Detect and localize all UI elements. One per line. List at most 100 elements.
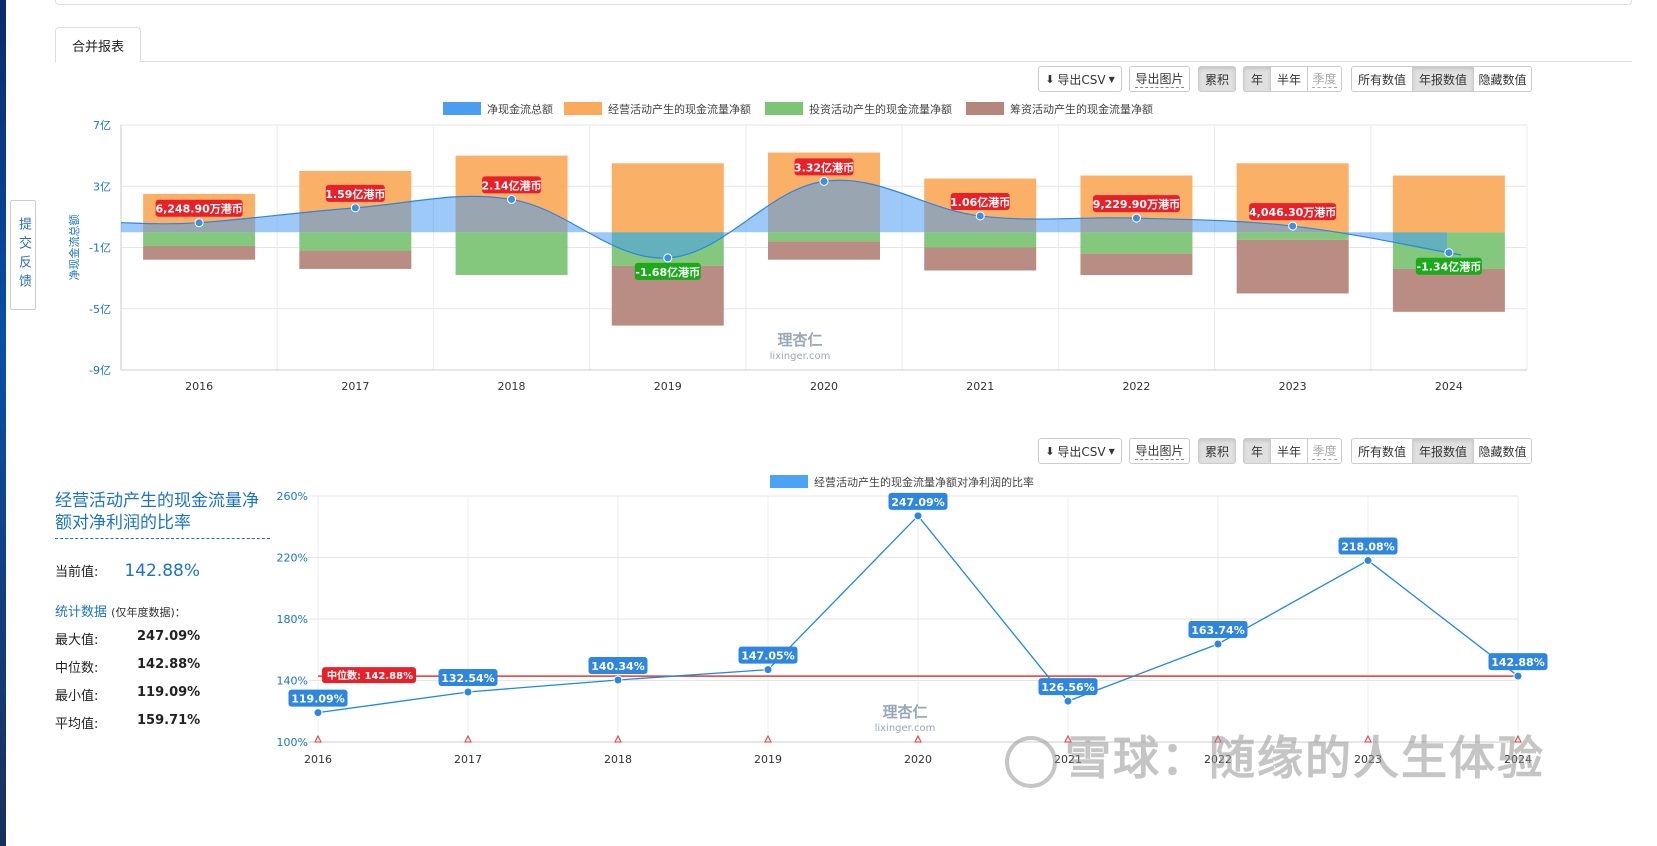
period-half-year-label: 半年 <box>1276 444 1301 459</box>
period-quarter[interactable]: 季度 <box>1307 438 1342 464</box>
ratio-data-label: 163.74% <box>1191 624 1244 637</box>
bar-investing <box>299 232 412 251</box>
export-csv-button-2[interactable]: ⬇ 导出CSV ▼ <box>1038 438 1122 464</box>
x-tick-label: 2023 <box>1279 380 1307 393</box>
period-group: 年 半年 季度 <box>1243 66 1342 92</box>
ratio-data-label-bg <box>1338 537 1398 555</box>
period-half-year[interactable]: 半年 <box>1270 438 1308 464</box>
ratio-data-label: 140.34% <box>591 660 644 673</box>
value-display-group-2: 所有数值 年报数值 隐藏数值 <box>1351 438 1532 464</box>
export-image-button[interactable]: 导出图片 <box>1129 66 1190 92</box>
bar-financing <box>143 245 256 260</box>
export-csv-button[interactable]: ⬇ 导出CSV ▼ <box>1038 66 1122 92</box>
stat-value: 119.09% <box>137 685 201 700</box>
event-marker <box>464 734 472 743</box>
cumulative-toggle[interactable]: 累积 <box>1198 66 1236 92</box>
annual-values-label: 年报数值 <box>1418 444 1467 459</box>
net-cashflow-data-label-bg <box>155 199 243 217</box>
net-cashflow-data-label-bg <box>482 176 542 194</box>
ratio-data-label: 218.08% <box>1341 540 1394 553</box>
ratio-point <box>463 687 473 697</box>
stat-value: 247.09% <box>137 629 201 644</box>
stat-row: 中位数: 142.88% <box>55 657 270 676</box>
cumulative-toggle-2[interactable]: 累积 <box>1198 438 1236 464</box>
legend-label: 净现金流总额 <box>487 102 553 116</box>
cumulative-label: 累积 <box>1204 72 1229 87</box>
lixinger-url: lixinger.com <box>770 351 831 362</box>
annual-values-button[interactable]: 年报数值 <box>1412 438 1474 464</box>
ratio-data-label: 147.05% <box>741 650 794 663</box>
event-marker <box>314 734 322 743</box>
ocf-to-netprofit-chart: 260% 220% 180% 140% 100% 经营活动产生的现金流量净额对净利润的比率… <box>277 475 1548 766</box>
x-tick-label: 2020 <box>904 753 932 766</box>
net-cashflow-point <box>1444 248 1454 258</box>
ratio-point <box>313 708 323 718</box>
hide-values-label: 隐藏数值 <box>1478 444 1527 459</box>
legend-label: 经营活动产生的现金流量净额 <box>608 102 751 116</box>
x-tick-label: 2016 <box>185 380 213 393</box>
y-tick-label: 140% <box>277 675 308 688</box>
hide-values-button[interactable]: 隐藏数值 <box>1473 438 1532 464</box>
ratio-data-label: 119.09% <box>291 693 344 706</box>
annual-values-button[interactable]: 年报数值 <box>1412 66 1474 92</box>
event-marker <box>614 734 622 743</box>
ratio-data-label-bg <box>1188 620 1248 638</box>
net-cashflow-data-label: 4,046.30万港币 <box>1249 205 1336 219</box>
current-value-row: 当前值: 142.88% <box>55 561 270 581</box>
stat-key: 中位数: <box>55 661 99 676</box>
ratio-point <box>613 675 623 685</box>
period-half-year[interactable]: 半年 <box>1270 66 1308 92</box>
bar-operating <box>1236 163 1349 233</box>
all-values-label: 所有数值 <box>1357 72 1406 87</box>
ratio-data-label: 247.09% <box>891 496 944 509</box>
value-display-group: 所有数值 年报数值 隐藏数值 <box>1351 66 1532 92</box>
all-values-button[interactable]: 所有数值 <box>1351 66 1413 92</box>
stat-value: 159.71% <box>137 713 201 728</box>
period-year[interactable]: 年 <box>1243 438 1271 464</box>
bar-financing <box>1236 239 1349 294</box>
cumulative-label: 累积 <box>1204 444 1229 459</box>
all-values-button[interactable]: 所有数值 <box>1351 438 1413 464</box>
period-group-2: 年 半年 季度 <box>1243 438 1342 464</box>
current-value-label: 当前值: <box>55 565 99 580</box>
xueqiu-logo-icon <box>1005 735 1057 788</box>
stat-row: 最小值: 119.09% <box>55 685 270 704</box>
event-marker <box>914 734 922 743</box>
feedback-button[interactable]: 提交反馈 <box>10 200 36 310</box>
stat-key: 平均值: <box>55 717 99 732</box>
export-image-button-2[interactable]: 导出图片 <box>1129 438 1190 464</box>
lixinger-logo: 理杏仁 <box>882 703 927 721</box>
x-tick-label: 2016 <box>304 753 332 766</box>
bar-financing <box>768 241 880 260</box>
caret-down-icon: ▼ <box>1108 74 1115 84</box>
ratio-point <box>1213 639 1223 649</box>
x-tick-label: 2019 <box>754 753 782 766</box>
x-tick-label: 2021 <box>1054 753 1082 766</box>
ratio-point <box>913 511 923 521</box>
ratio-point <box>1363 555 1373 565</box>
export-image-label: 导出图片 <box>1135 444 1184 460</box>
x-tick-label: 2022 <box>1122 380 1150 393</box>
period-year[interactable]: 年 <box>1243 66 1271 92</box>
net-cashflow-point <box>194 218 204 228</box>
net-cashflow-data-label-bg <box>1249 203 1337 221</box>
y-tick-label: 7亿 <box>93 119 111 132</box>
tab-consolidated-report[interactable]: 合并报表 <box>55 27 141 63</box>
ratio-point <box>763 665 773 675</box>
period-quarter[interactable]: 季度 <box>1307 66 1342 92</box>
stats-panel: 经营活动产生的现金流量净额对净利润的比率 当前值: 142.88% 统计数据 (… <box>55 490 270 732</box>
y-tick-label: 260% <box>277 490 308 503</box>
hide-values-label: 隐藏数值 <box>1478 72 1527 87</box>
ratio-point <box>1063 696 1073 706</box>
stats-title: 经营活动产生的现金流量净额对净利润的比率 <box>55 490 270 539</box>
net-cashflow-point <box>507 194 517 204</box>
legend-swatch <box>765 102 803 115</box>
bar-investing <box>143 232 256 246</box>
hide-values-button[interactable]: 隐藏数值 <box>1473 66 1532 92</box>
export-csv-label: 导出CSV <box>1057 444 1106 459</box>
legend-swatch <box>564 102 602 115</box>
ratio-data-label: 126.56% <box>1041 681 1094 694</box>
net-cashflow-point <box>819 176 829 186</box>
ratio-data-label-bg <box>1038 678 1098 696</box>
